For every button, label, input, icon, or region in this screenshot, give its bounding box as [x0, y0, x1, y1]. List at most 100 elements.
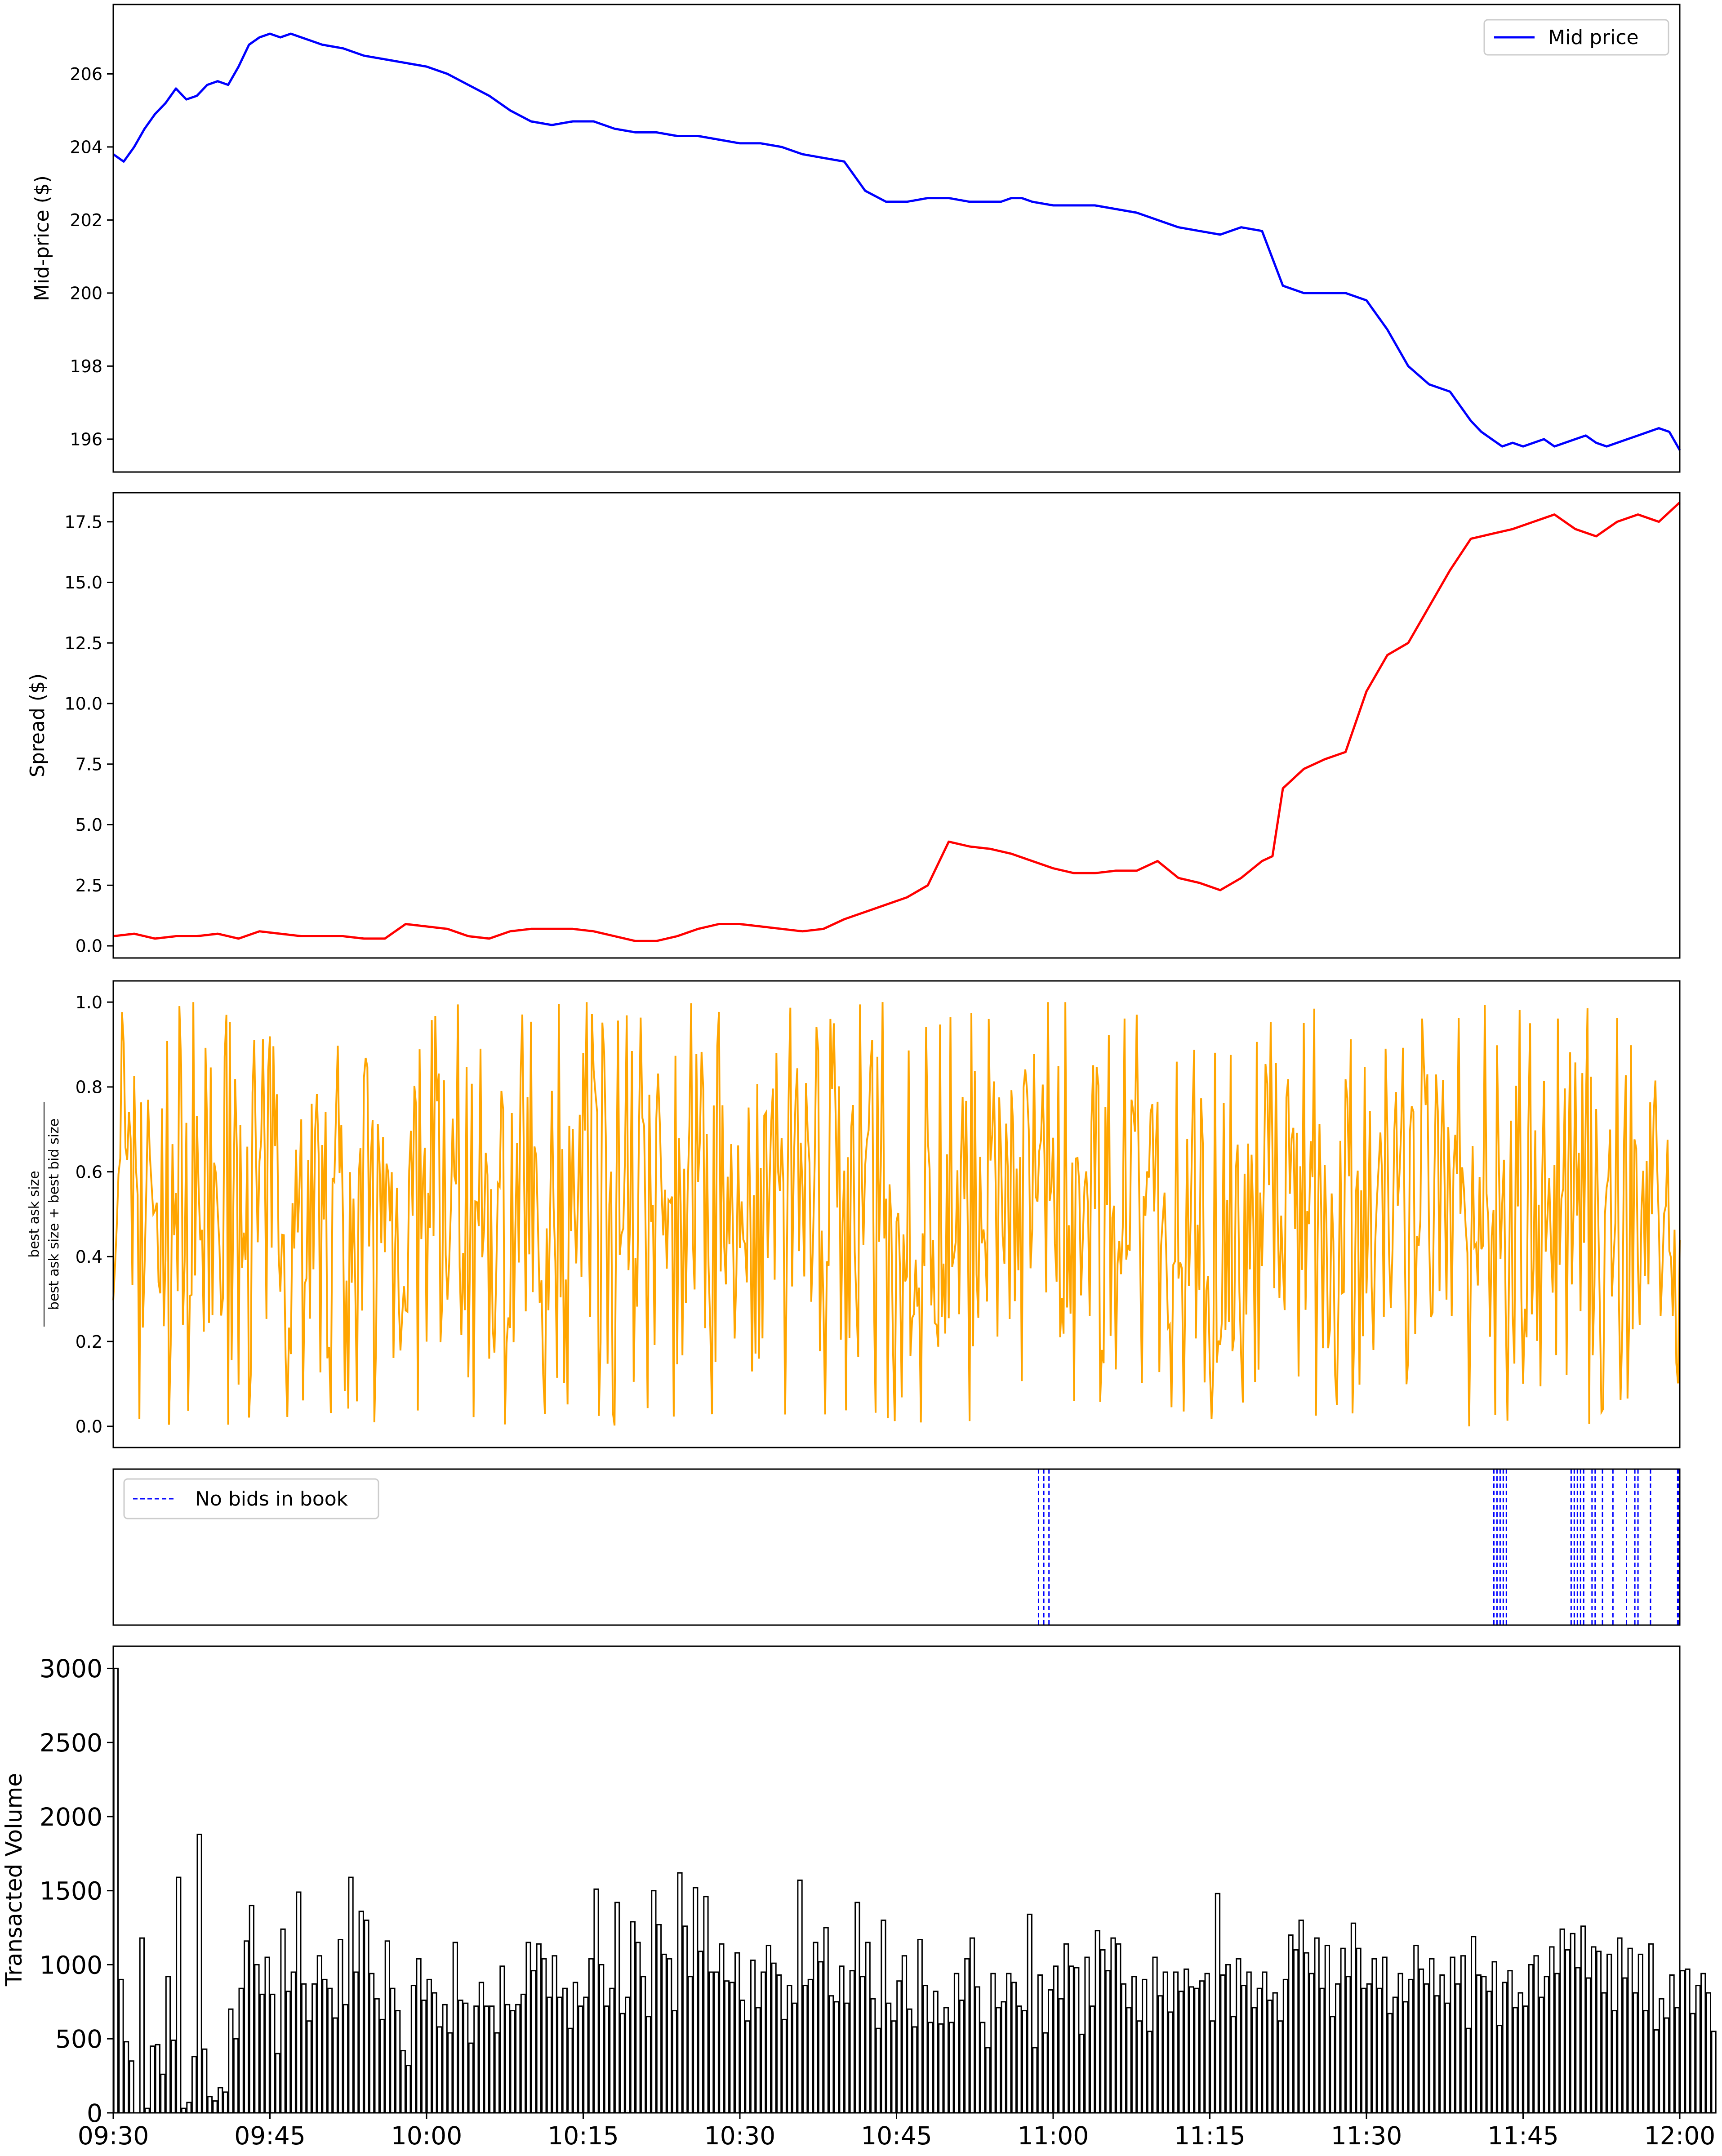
volume-bar — [734, 1952, 740, 2114]
volume-bar — [176, 1876, 182, 2114]
volume-bar — [416, 1958, 422, 2114]
volume-bar — [609, 1987, 615, 2114]
volume-bar — [922, 1985, 928, 2114]
volume-bar — [640, 1976, 646, 2114]
volume-bar — [1455, 1983, 1461, 2114]
volume-bar — [1476, 1974, 1482, 2114]
volume-bar — [1027, 1913, 1032, 2114]
volume-bar — [1486, 1991, 1492, 2114]
volume-bar — [1262, 1971, 1268, 2114]
volume-bar — [322, 1978, 328, 2114]
volume-bar — [771, 1962, 777, 2114]
volume-bar — [1188, 1986, 1194, 2114]
time-xtick-label: 10:30 — [704, 2121, 776, 2150]
volume-bar — [755, 2007, 761, 2114]
volume-bar — [1142, 1978, 1148, 2114]
volume-bar — [1371, 1958, 1377, 2114]
volume-bar — [316, 1955, 323, 2114]
time-xtick-label: 11:00 — [1018, 2121, 1089, 2150]
volume-bar — [1424, 1983, 1429, 2114]
volume-bar — [896, 1980, 902, 2114]
volume-ytick-label: 1000 — [40, 1951, 102, 1979]
volume-bar — [1220, 1974, 1226, 2114]
volume-bar — [1434, 1995, 1440, 2114]
time-xtick-label: 11:30 — [1331, 2121, 1402, 2150]
spread-line — [113, 501, 1681, 942]
volume-bar — [1063, 1943, 1069, 2114]
volume-bar — [1330, 2016, 1335, 2114]
volume-bar — [1648, 1943, 1654, 2114]
time-xtick-label: 10:45 — [861, 2121, 932, 2150]
volume-bar — [1308, 1973, 1315, 2114]
volume-bar — [463, 2002, 469, 2114]
volume-bar — [552, 1955, 557, 2114]
volume-bar — [1559, 1928, 1565, 2114]
imbalance-line — [112, 1002, 1681, 1426]
volume-bar — [369, 1973, 375, 2114]
volume-bar — [1685, 1968, 1691, 2114]
volume-bar — [536, 1943, 542, 2114]
volume-bar — [938, 2023, 944, 2114]
volume-bar — [844, 2002, 850, 2114]
volume-bar — [854, 1902, 860, 2114]
volume-bar — [1565, 1949, 1571, 2114]
volume-bar — [155, 2044, 160, 2114]
volume-bar — [797, 1880, 803, 2114]
volume-bar — [1090, 2005, 1095, 2114]
volume-bar — [1439, 1974, 1445, 2114]
volume-bar — [1575, 1967, 1581, 2114]
volume-bar — [813, 1942, 819, 2114]
volume-bar — [557, 1996, 563, 2114]
mid-price-ytick-label: 204 — [70, 138, 102, 157]
volume-bar — [739, 2000, 745, 2114]
volume-bar — [1664, 2017, 1670, 2114]
volume-bar — [917, 1939, 923, 2114]
volume-bar — [1585, 1977, 1591, 2114]
mid-price-ytick-label: 202 — [70, 210, 102, 230]
volume-bar — [1397, 1973, 1403, 2114]
volume-bar — [1147, 2031, 1153, 2114]
volume-bar — [974, 1986, 980, 2114]
volume-bar — [379, 2018, 385, 2114]
volume-bar — [865, 1942, 871, 2114]
volume-bar — [1204, 1973, 1210, 2114]
volume-bar — [259, 1993, 265, 2114]
volume-bar — [677, 1872, 683, 2114]
volume-bar — [698, 1951, 703, 2114]
mid-price-line — [112, 32, 1681, 451]
volume-bar — [264, 1956, 270, 2114]
volume-bar — [1465, 2027, 1471, 2114]
volume-bar — [1705, 1992, 1711, 2114]
volume-bar — [499, 1965, 505, 2114]
volume-bar — [390, 1987, 396, 2114]
volume-bar — [1074, 1967, 1080, 2114]
volume-bar — [1042, 2032, 1048, 2114]
volume-bar — [285, 1991, 291, 2114]
volume-bar — [651, 1890, 657, 2114]
volume-ytick-label: 0 — [87, 2099, 102, 2128]
volume-bar — [1570, 1933, 1575, 2114]
volume-bar — [1032, 2047, 1038, 2114]
volume-bar — [567, 2027, 573, 2114]
volume-bar — [682, 1925, 688, 2114]
volume-bar — [1256, 1987, 1262, 2114]
volume-bar — [238, 1987, 244, 2114]
mid-price-ytick-label: 198 — [70, 356, 102, 376]
volume-bar — [1497, 2025, 1503, 2114]
volume-bar — [395, 2010, 401, 2114]
volume-bar — [1356, 1947, 1362, 2114]
no-bids-legend — [123, 1478, 379, 1519]
spread-ylabel: Spread ($) — [26, 673, 49, 777]
time-xtick-label: 09:30 — [78, 2121, 149, 2150]
volume-bar — [1408, 1978, 1414, 2114]
volume-bar — [442, 2004, 448, 2114]
volume-bar — [1591, 1946, 1597, 2114]
volume-bar — [212, 2100, 218, 2114]
imbalance-ylabel-denominator: best ask size + best bid size — [46, 1118, 62, 1310]
volume-bar — [494, 2032, 500, 2114]
volume-bar — [531, 1970, 537, 2114]
volume-bar — [614, 1902, 620, 2114]
volume-bar — [630, 1921, 636, 2114]
volume-bar — [1444, 2002, 1451, 2114]
